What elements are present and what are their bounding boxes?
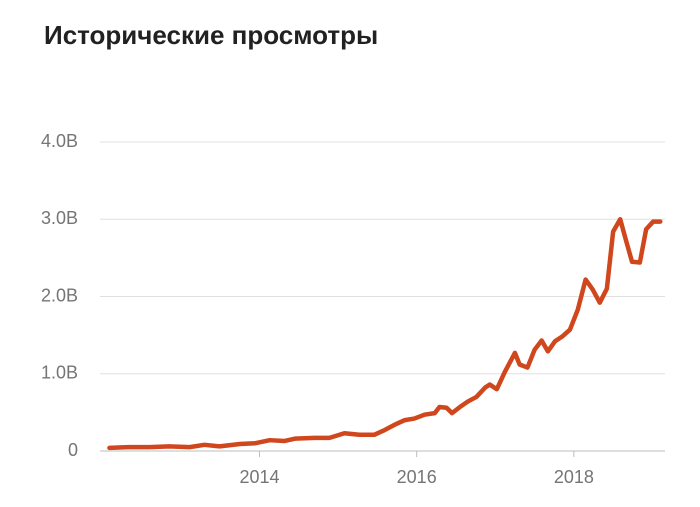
x-tick-label: 2014 <box>239 467 279 487</box>
x-tick-label: 2016 <box>397 467 437 487</box>
y-tick-label: 2.0B <box>41 285 78 305</box>
x-tick-label: 2018 <box>554 467 594 487</box>
chart-title: Исторические просмотры <box>44 20 378 50</box>
y-tick-label: 4.0B <box>41 131 78 151</box>
line-series <box>107 217 663 451</box>
y-tick-label: 1.0B <box>41 363 78 383</box>
y-tick-label: 3.0B <box>41 208 78 228</box>
y-tick-label: 0 <box>68 440 78 460</box>
